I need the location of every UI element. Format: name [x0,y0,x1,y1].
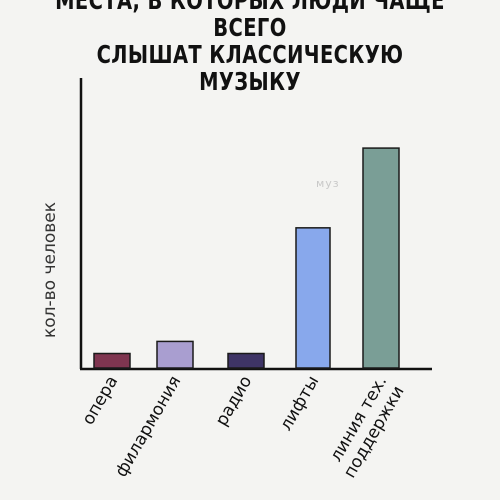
x-tick-label-3: радио [212,373,257,430]
watermark: муз [316,177,340,190]
x-tick-label-1: опера [78,373,122,429]
chart-title: МЕСТА, В КОТОРЫХ ЛЮДИ ЧАЩЕ ВСЕГО СЛЫШАТ … [55,0,445,95]
y-axis-label: кол-во человек [40,201,60,339]
x-tick-label-2: филармония [111,373,185,481]
x-tick-label-5: линия тех.поддержки [323,373,409,482]
x-tick-label-4: лифты [276,373,323,435]
chart-title-line2: СЛЫШАТ КЛАССИЧЕСКУЮ МУЗЫКУ [96,40,404,96]
chart-title-line1: МЕСТА, В КОТОРЫХ ЛЮДИ ЧАЩЕ ВСЕГО [55,0,445,42]
bar-3 [227,352,265,369]
bar-2 [156,340,194,369]
bar-4 [295,227,331,369]
bar-1 [93,352,131,369]
bar-5 [362,147,400,369]
